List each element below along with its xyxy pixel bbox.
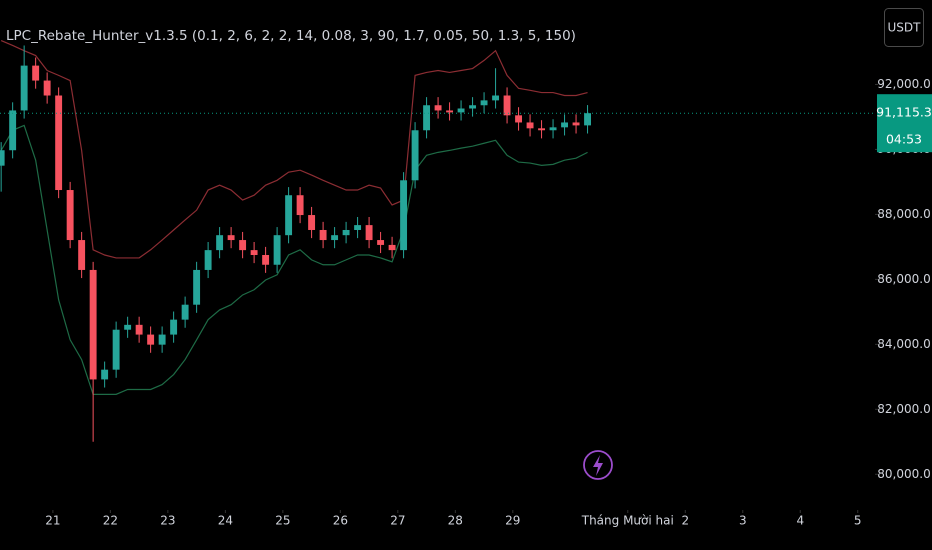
candle-body: [549, 127, 557, 131]
y-tick-label: 80,000.0: [877, 467, 930, 481]
x-tick-label: 23: [160, 514, 175, 528]
currency-button[interactable]: [884, 8, 924, 47]
candle-body: [0, 150, 5, 166]
candle-body: [193, 269, 201, 305]
candle-body: [492, 95, 500, 101]
candle-body: [101, 369, 109, 380]
currency-button-label[interactable]: USDT: [888, 21, 922, 35]
alert-circle[interactable]: [583, 450, 613, 480]
y-tick-label: 82,000.0: [877, 402, 930, 416]
candle-body: [250, 250, 258, 255]
candle-body: [78, 240, 86, 270]
candle-body: [572, 122, 580, 126]
candle-body: [377, 240, 385, 245]
x-tick-label: 21: [45, 514, 60, 528]
alert-icon[interactable]: [583, 450, 613, 480]
x-tick-label: 22: [103, 514, 118, 528]
x-tick-label: 28: [448, 514, 463, 528]
candle-body: [331, 235, 339, 241]
candle-body: [308, 215, 316, 230]
candle-body: [55, 95, 63, 191]
candle-body: [526, 122, 534, 129]
candle-body: [124, 324, 132, 330]
y-tick-label: 92,000.0: [877, 77, 930, 91]
band-line: [0, 124, 588, 395]
x-tick-label: 3: [739, 514, 747, 528]
candle-body: [20, 65, 28, 111]
candle-body: [400, 180, 408, 251]
candle-body: [561, 122, 569, 128]
y-tick-label: 86,000.0: [877, 272, 930, 286]
y-tick-label: 88,000.0: [877, 207, 930, 221]
candle-body: [204, 250, 212, 270]
candle-body: [170, 319, 178, 335]
x-tick-label: 5: [854, 514, 862, 528]
candle-body: [457, 108, 465, 113]
last-price-label: 91,115.3: [876, 105, 932, 120]
candle-body: [273, 235, 281, 265]
candle-body: [135, 324, 143, 335]
candle-body: [296, 195, 304, 216]
candle-body: [158, 334, 166, 345]
candle-body: [285, 195, 293, 236]
last-price-box: [877, 94, 932, 153]
lightning-bolt[interactable]: [593, 455, 603, 476]
x-tick-label: 4: [796, 514, 804, 528]
candle-body: [342, 229, 350, 236]
candle-body: [239, 240, 247, 251]
x-tick-label: 26: [333, 514, 348, 528]
candle-body: [411, 130, 419, 181]
candle-body: [584, 113, 591, 126]
candle-body: [480, 100, 488, 106]
candle-body: [446, 110, 454, 113]
candle-body: [365, 225, 373, 241]
candle-body: [32, 65, 40, 81]
candle-body: [423, 105, 431, 131]
x-tick-label: Tháng Mười hai: [581, 514, 674, 528]
countdown-label: 04:53: [886, 132, 922, 147]
indicator-legend[interactable]: LPC_Rebate_Hunter_v1.3.5 (0.1, 2, 6, 2, …: [6, 28, 576, 44]
candle-body: [43, 80, 51, 96]
candle-body: [434, 105, 442, 111]
candle-body: [354, 225, 362, 230]
candle-body: [538, 128, 546, 131]
band-line: [0, 40, 588, 259]
candle-body: [262, 255, 270, 265]
x-tick-label: 2: [681, 514, 689, 528]
candle-body: [515, 115, 523, 123]
plot-area: [0, 40, 591, 442]
candle-body: [503, 95, 511, 116]
x-tick-label: 24: [218, 514, 233, 528]
candle-body: [147, 334, 155, 345]
candle-body: [181, 304, 189, 320]
candle-body: [112, 329, 120, 370]
x-tick-label: 25: [275, 514, 290, 528]
x-tick-label: 27: [390, 514, 405, 528]
candle-body: [9, 110, 17, 151]
candle-body: [388, 244, 396, 251]
candle-body: [216, 235, 224, 251]
candle-body: [227, 235, 235, 241]
candle-body: [66, 190, 74, 241]
candle-body: [89, 269, 97, 380]
candle-body: [319, 229, 327, 241]
x-tick-label: 29: [505, 514, 520, 528]
candle-body: [469, 105, 477, 109]
y-tick-label: 84,000.0: [877, 337, 930, 351]
